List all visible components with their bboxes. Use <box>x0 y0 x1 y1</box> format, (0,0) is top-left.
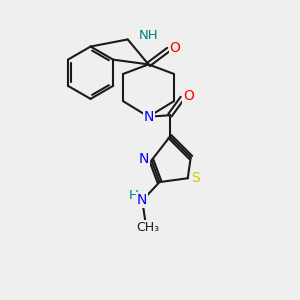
Text: S: S <box>191 171 200 184</box>
Text: H: H <box>129 189 139 202</box>
Text: O: O <box>183 89 194 103</box>
Text: N: N <box>136 193 147 207</box>
Text: N: N <box>144 110 154 124</box>
Text: CH₃: CH₃ <box>136 221 159 234</box>
Text: NH: NH <box>139 29 159 42</box>
Text: O: O <box>169 41 180 55</box>
Text: N: N <box>139 152 149 166</box>
